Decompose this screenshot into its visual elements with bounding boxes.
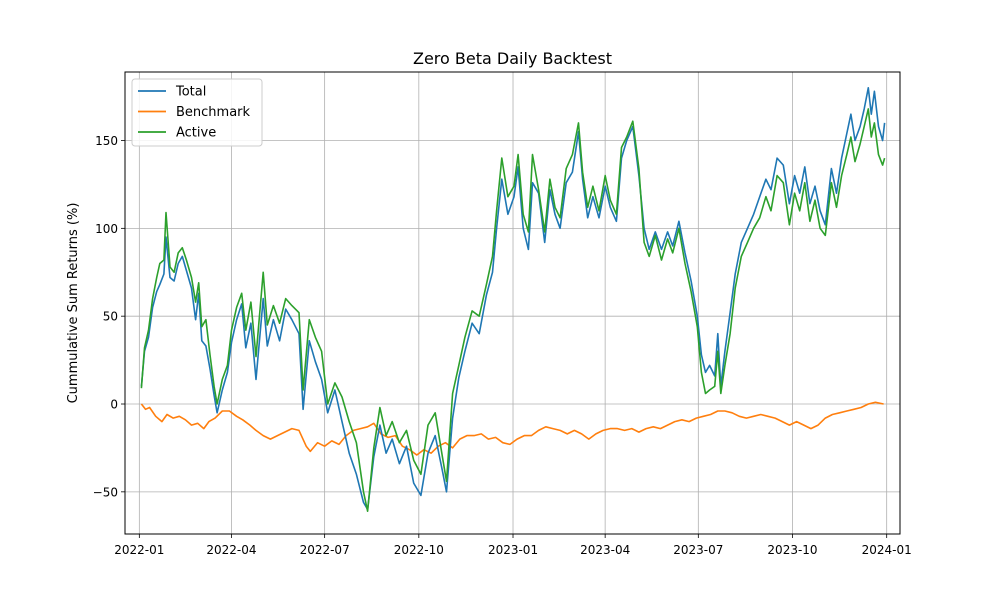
x-tick-label: 2024-01 [862, 543, 912, 557]
y-axis-label: Cummulative Sum Returns (%) [66, 203, 81, 404]
x-tick-label: 2023-04 [580, 543, 630, 557]
chart-title: Zero Beta Daily Backtest [413, 49, 612, 68]
legend: Total Benchmark Active [131, 78, 263, 147]
y-tick-label: 150 [95, 134, 118, 148]
series-line-active [140, 108, 886, 512]
y-tick-label: 0 [110, 398, 118, 412]
series-line-total [140, 87, 886, 511]
grid-lines [125, 72, 900, 534]
legend-label-benchmark: Benchmark [176, 105, 251, 120]
x-tick-label: 2023-01 [488, 543, 538, 557]
legend-label-active: Active [176, 126, 216, 141]
axis-ticks: 2022-01 2022-04 2022-07 2022-10 2023-01 2023-… [93, 134, 912, 557]
y-tick-label: −50 [93, 485, 118, 499]
x-tick-label: 2022-07 [300, 543, 350, 557]
legend-label-total: Total [175, 85, 206, 100]
x-tick-label: 2023-10 [767, 543, 817, 557]
y-tick-label: 50 [103, 310, 118, 324]
legend-frame [131, 78, 263, 147]
x-tick-label: 2023-07 [673, 543, 723, 557]
x-tick-label: 2022-04 [206, 543, 256, 557]
series-layer [140, 87, 886, 512]
plot-frame [124, 71, 901, 535]
series-line-benchmark [140, 401, 884, 456]
x-tick-label: 2022-01 [114, 543, 164, 557]
y-tick-label: 100 [95, 222, 118, 236]
x-tick-label: 2022-10 [394, 543, 444, 557]
